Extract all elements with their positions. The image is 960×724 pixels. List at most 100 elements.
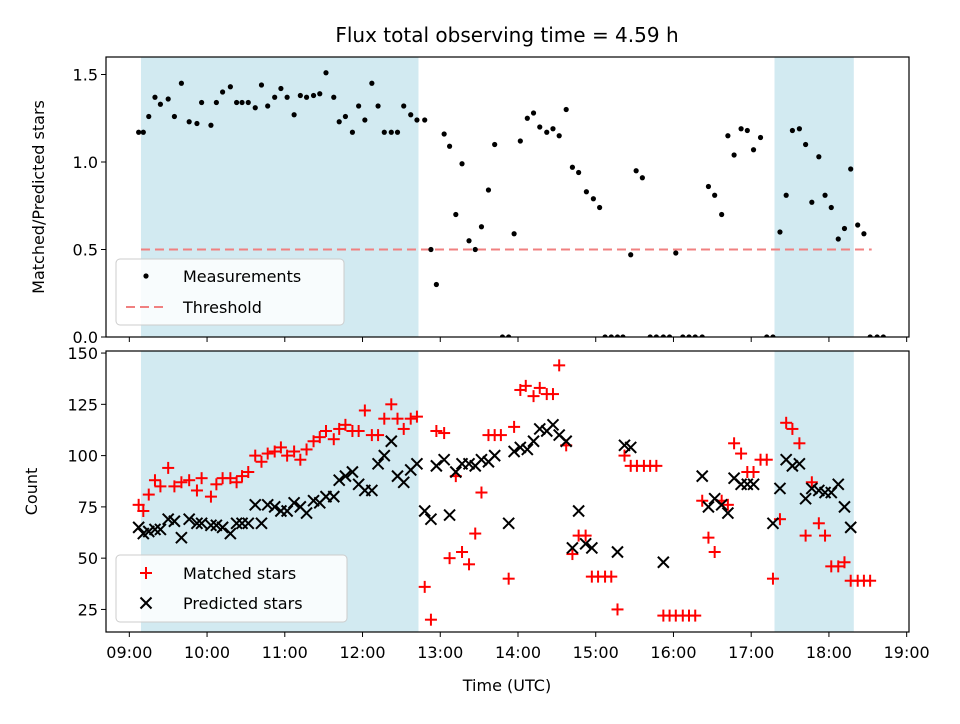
- measurement-point: [239, 99, 245, 106]
- legend-label: Predicted stars: [183, 594, 303, 613]
- measurement-point: [602, 334, 608, 337]
- measurement-point: [446, 143, 453, 149]
- matched-star-point: [236, 470, 249, 483]
- measurement-point: [855, 222, 861, 228]
- measurement-point: [705, 183, 712, 190]
- matched-star-point: [274, 441, 287, 454]
- matched-star-point: [832, 560, 845, 573]
- matched-star-point: [397, 422, 410, 435]
- marker-stroke: [747, 478, 760, 491]
- bottom-panel: 25 50 75 100 125 150 Count 09:00 10:00 11:00 12:00…: [22, 344, 930, 662]
- measurement-point: [284, 94, 290, 100]
- matched-star-point: [132, 498, 145, 511]
- x-axis-label: Time (UTC): [462, 676, 551, 695]
- measurement-point: [770, 334, 776, 337]
- marker-stroke: [708, 492, 721, 505]
- marker-stroke: [696, 469, 709, 483]
- top-plot-area: [136, 70, 886, 337]
- marker-stroke: [533, 422, 546, 436]
- bottom-plot-area: [132, 359, 877, 626]
- marker-stroke: [611, 545, 624, 559]
- measurement-point: [680, 334, 686, 337]
- matched-star-point: [463, 558, 476, 571]
- matched-star-point: [352, 424, 365, 437]
- matched-star-point: [812, 517, 825, 530]
- matched-star-point: [385, 398, 398, 411]
- predicted-star-point: [786, 459, 799, 473]
- predicted-star-point: [657, 556, 670, 569]
- measurement-point: [342, 113, 349, 120]
- marker-stroke: [521, 443, 534, 456]
- measurement-point: [199, 99, 205, 106]
- marker-stroke: [216, 521, 229, 534]
- chart-title: Flux total observing time = 4.59 h: [335, 23, 678, 47]
- measurement-point: [213, 99, 219, 106]
- marker-stroke: [385, 435, 398, 448]
- measurement-point: [310, 92, 317, 99]
- measurement-point: [744, 127, 750, 134]
- marker-stroke: [715, 498, 728, 512]
- matched-star-point: [766, 572, 779, 585]
- predicted-star-point: [747, 478, 760, 491]
- measurement-point: [867, 334, 873, 337]
- predicted-star-point: [585, 541, 599, 555]
- marker-stroke: [812, 484, 826, 497]
- predicted-star-point: [533, 422, 546, 436]
- x-tick-label: 12:00: [339, 643, 385, 662]
- predicted-star-point: [385, 435, 398, 448]
- marker-stroke: [805, 482, 819, 495]
- measurement-point: [537, 124, 543, 130]
- predicted-star-point: [154, 523, 167, 536]
- matched-star-point: [175, 476, 188, 489]
- predicted-star-point: [339, 469, 352, 483]
- matched-star-point: [410, 410, 423, 423]
- measurement-point: [272, 94, 278, 100]
- matched-star-point: [747, 466, 760, 479]
- legend-measurement-marker: [143, 273, 149, 279]
- predicted-star-point: [443, 508, 456, 522]
- matched-star-point: [195, 472, 208, 485]
- measurement-point: [422, 117, 428, 123]
- predicted-star-point: [168, 515, 181, 528]
- measurement-point: [428, 246, 434, 253]
- matched-star-point: [786, 422, 799, 435]
- matched-star-point: [154, 480, 167, 493]
- measurement-point: [530, 110, 537, 116]
- marker-stroke: [132, 521, 145, 534]
- predicted-star-point: [559, 435, 573, 448]
- predicted-star-point: [216, 521, 229, 534]
- matched-star-point: [689, 609, 702, 622]
- measurement-point: [777, 229, 783, 235]
- marker-stroke: [294, 500, 307, 514]
- measurement-point: [245, 99, 251, 106]
- measurement-point: [152, 94, 158, 100]
- matched-star-point: [702, 531, 715, 544]
- legend-label: Matched stars: [183, 564, 296, 583]
- predicted-star-point: [397, 476, 410, 489]
- matched-star-point: [224, 472, 237, 485]
- marker-stroke: [832, 478, 845, 491]
- marker-stroke: [475, 453, 488, 466]
- predicted-star-point: [175, 531, 188, 544]
- measurement-point: [258, 82, 265, 88]
- marker-stroke: [657, 556, 670, 569]
- marker-stroke: [430, 459, 443, 473]
- predicted-star-point: [799, 492, 812, 505]
- predicted-star-point: [773, 482, 787, 495]
- matched-star-point: [546, 388, 559, 401]
- measurement-point: [499, 334, 506, 337]
- matched-star-point: [300, 443, 313, 456]
- marker-stroke: [799, 492, 812, 505]
- measurement-point: [466, 238, 472, 244]
- matched-star-point: [469, 527, 482, 540]
- predicted-star-point: [566, 541, 579, 555]
- measurement-point: [157, 101, 164, 107]
- matched-star-point: [242, 466, 255, 479]
- marker-stroke: [443, 508, 456, 522]
- marker-stroke: [766, 517, 780, 530]
- measurement-point: [614, 334, 621, 337]
- matched-star-point: [838, 556, 851, 569]
- measurement-point: [136, 129, 142, 135]
- marker-stroke: [339, 469, 352, 483]
